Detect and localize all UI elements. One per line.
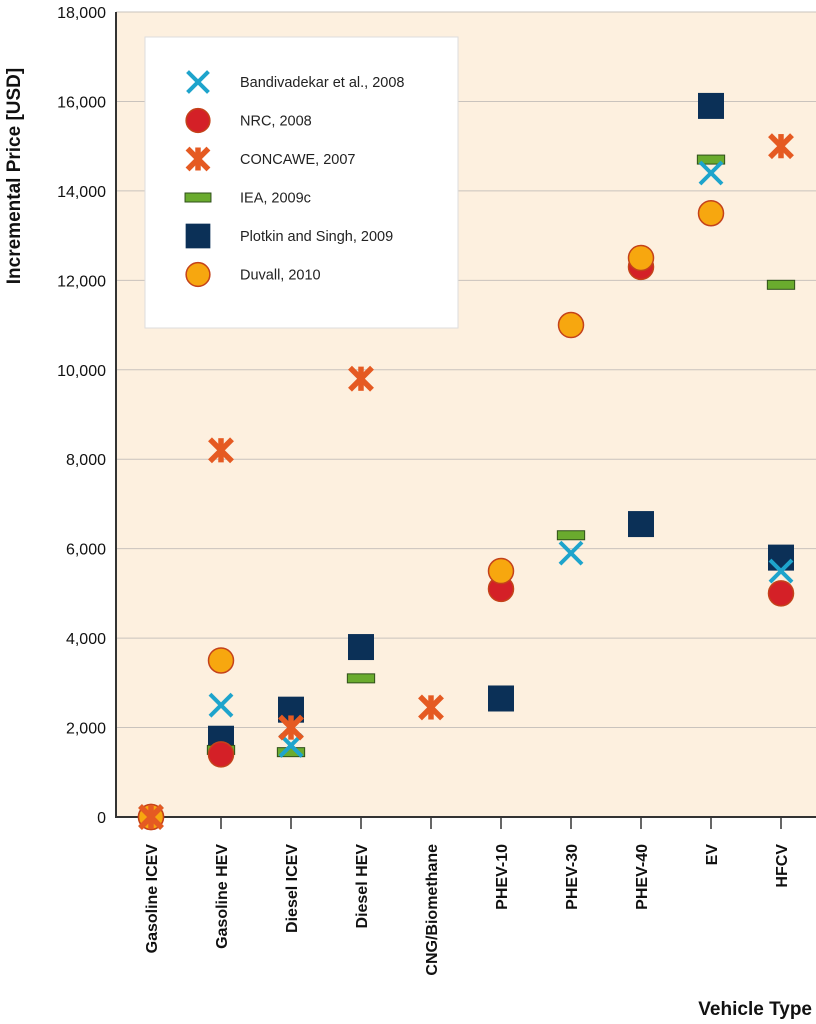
- data-point: [768, 544, 794, 571]
- data-point: [696, 154, 726, 165]
- y-tick-label: 8,000: [66, 452, 106, 469]
- legend-marker: [185, 146, 211, 172]
- y-tick-label: 0: [97, 810, 106, 827]
- legend-marker: [184, 192, 212, 203]
- y-tick-label: 16,000: [57, 94, 106, 111]
- data-point: [488, 685, 514, 712]
- x-tick-label: EV: [704, 844, 721, 866]
- y-tick-label: 14,000: [57, 184, 106, 201]
- x-tick-label: PHEV-30: [564, 844, 581, 910]
- x-tick-labels: Gasoline ICEV Gasoline HEV Diesel ICEV Dies…: [144, 817, 791, 976]
- data-point: [346, 673, 376, 684]
- data-point: [487, 557, 515, 585]
- data-point: [557, 311, 585, 339]
- data-point: [697, 200, 725, 227]
- y-tick-label: 18,000: [57, 5, 106, 22]
- data-point: [558, 540, 584, 566]
- legend-label: NRC, 2008: [240, 114, 312, 130]
- legend-marker: [185, 107, 211, 134]
- legend-marker: [185, 223, 211, 249]
- legend-marker: [186, 70, 210, 94]
- data-point: [348, 634, 374, 661]
- y-tick-label: 2,000: [66, 721, 106, 738]
- data-point: [138, 804, 164, 830]
- data-point: [207, 741, 235, 768]
- data-point: [627, 244, 655, 272]
- data-point: [768, 133, 794, 160]
- data-point: [768, 558, 794, 584]
- data-point: [278, 714, 304, 741]
- x-tick-label: Diesel HEV: [354, 844, 371, 929]
- y-tick-label: 10,000: [57, 363, 106, 380]
- data-point: [767, 580, 795, 607]
- x-tick-label: CNG/Biomethane: [424, 844, 441, 976]
- legend-marker: [185, 261, 211, 288]
- legend-label: Bandivadekar et al., 2008: [240, 75, 404, 91]
- data-point: [556, 530, 586, 541]
- data-point: [348, 365, 374, 392]
- y-tick-label: 4,000: [66, 631, 106, 648]
- legend-label: CONCAWE, 2007: [240, 152, 356, 168]
- data-point: [628, 511, 654, 538]
- y-tick-labels: 0 2,000 4,000 6,000 8,000 10,000 12,000 14,000 1…: [57, 5, 106, 827]
- data-point: [208, 692, 234, 718]
- y-axis-title: Incremental Price [USD]: [4, 68, 25, 284]
- y-tick-label: 6,000: [66, 542, 106, 559]
- legend: Bandivadekar et al., 2008 NRC, 2008 CONCAW…: [144, 36, 459, 329]
- data-point: [208, 437, 234, 464]
- x-tick-label: Gasoline ICEV: [144, 844, 161, 954]
- x-tick-label: PHEV-10: [494, 844, 511, 910]
- x-tick-label: Diesel ICEV: [284, 844, 301, 933]
- legend-label: IEA, 2009c: [240, 191, 311, 207]
- legend-label: Duvall, 2010: [240, 268, 321, 284]
- data-point: [766, 279, 796, 290]
- x-tick-label: PHEV-40: [634, 844, 651, 910]
- data-points: [137, 92, 796, 831]
- legend-label: Plotkin and Singh, 2009: [240, 229, 393, 245]
- x-axis-title: Vehicle Type: [698, 999, 812, 1020]
- data-point: [207, 647, 235, 674]
- x-tick-label: HFCV: [774, 844, 791, 888]
- data-point: [418, 694, 444, 721]
- data-point: [698, 160, 724, 186]
- y-tick-label: 12,000: [57, 273, 106, 290]
- data-point: [698, 92, 724, 119]
- x-tick-label: Gasoline HEV: [214, 844, 231, 949]
